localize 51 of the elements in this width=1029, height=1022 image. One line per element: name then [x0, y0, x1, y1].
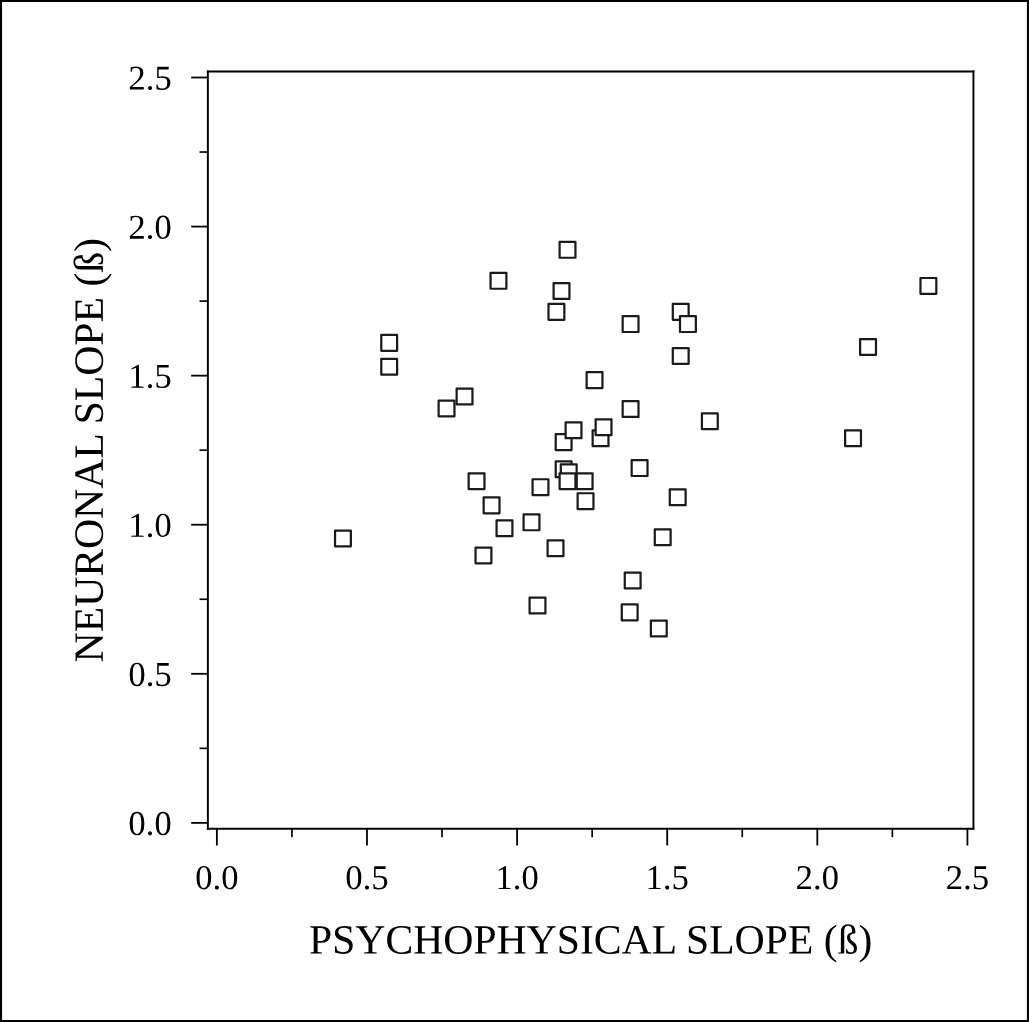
y-tick-label: 1.5 [131, 364, 171, 389]
x-tick-label: 0.0 [196, 865, 238, 890]
point [671, 346, 690, 365]
point [558, 240, 577, 259]
point [380, 357, 399, 376]
point [623, 571, 642, 590]
point [630, 459, 649, 478]
y-tick-label: 2.0 [129, 215, 171, 240]
point [495, 519, 514, 538]
point [653, 528, 672, 547]
x-tick-label: 2.5 [947, 866, 988, 890]
point [455, 387, 474, 406]
point [546, 539, 565, 558]
point [575, 472, 594, 491]
point [678, 315, 697, 334]
y-tick-label: 0.0 [129, 811, 171, 836]
point [380, 333, 399, 352]
point [547, 302, 566, 321]
point [844, 429, 863, 448]
x-tick-label: 0.5 [346, 865, 388, 890]
point [482, 496, 501, 515]
point [558, 472, 577, 491]
point [437, 399, 456, 418]
y-tick-label: 0.5 [129, 662, 171, 687]
y-axis-title: NEURONAL SLOPE (ß) [73, 239, 112, 662]
point [564, 421, 583, 440]
point [859, 338, 878, 357]
point [467, 472, 486, 491]
y-tick-label: 2.5 [129, 66, 171, 91]
x-tick-label: 1.0 [498, 865, 538, 890]
point [489, 271, 508, 290]
point [919, 276, 938, 295]
point [474, 546, 493, 565]
point [528, 596, 547, 615]
point [333, 529, 352, 548]
x-tick-label: 1.5 [648, 866, 688, 890]
point [576, 492, 595, 511]
point [552, 281, 571, 301]
x-axis-title: PSYCHOPHYSICAL SLOPE (ß) [310, 924, 871, 963]
point [522, 513, 541, 532]
x-tick-label: 2.0 [797, 865, 838, 890]
point [649, 619, 668, 638]
point [594, 418, 613, 437]
point [531, 478, 550, 497]
point [620, 603, 639, 622]
point [585, 371, 604, 390]
y-tick-label: 1.0 [131, 513, 171, 538]
point [668, 488, 687, 507]
point [700, 412, 719, 431]
point [621, 315, 640, 334]
point [621, 400, 640, 419]
